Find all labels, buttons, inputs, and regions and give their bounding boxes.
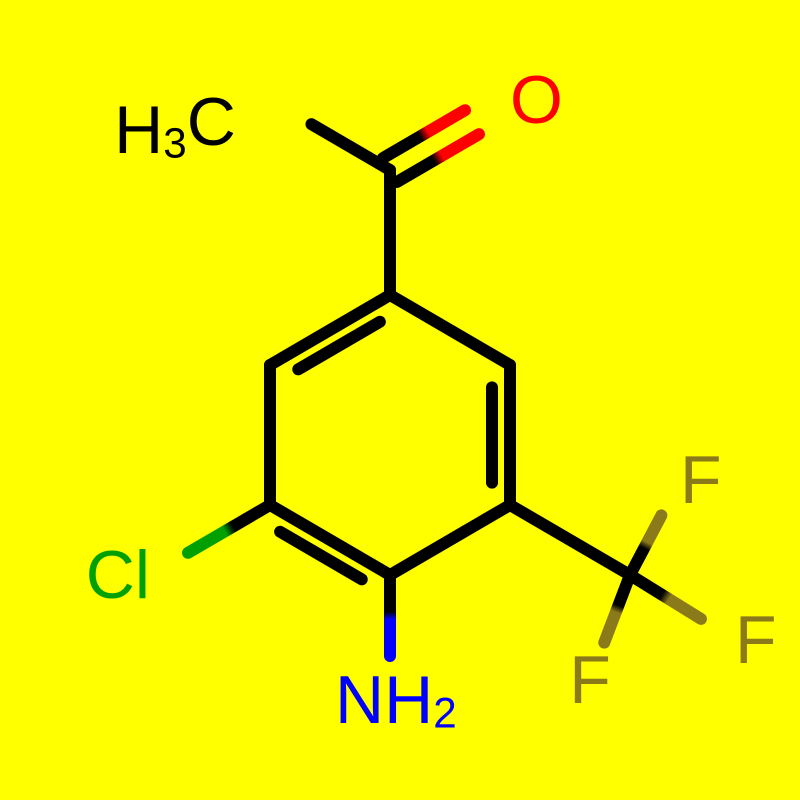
molecule-canvas: H3C O Cl F F F NH2 xyxy=(0,0,800,800)
molecule-svg: H3C O Cl F F F NH2 xyxy=(0,0,800,800)
atom-label-f_up: F xyxy=(680,442,722,518)
atom-label-f_rt: F xyxy=(735,602,777,678)
atom-label-oxo: O xyxy=(510,62,563,138)
atom-label-h3c: H3C xyxy=(114,84,236,168)
atom-label-f_dn: F xyxy=(569,642,611,718)
atom-label-nh2: NH2 xyxy=(335,662,457,738)
bonds-layer xyxy=(188,110,701,656)
atom-label-cl: Cl xyxy=(86,537,150,613)
